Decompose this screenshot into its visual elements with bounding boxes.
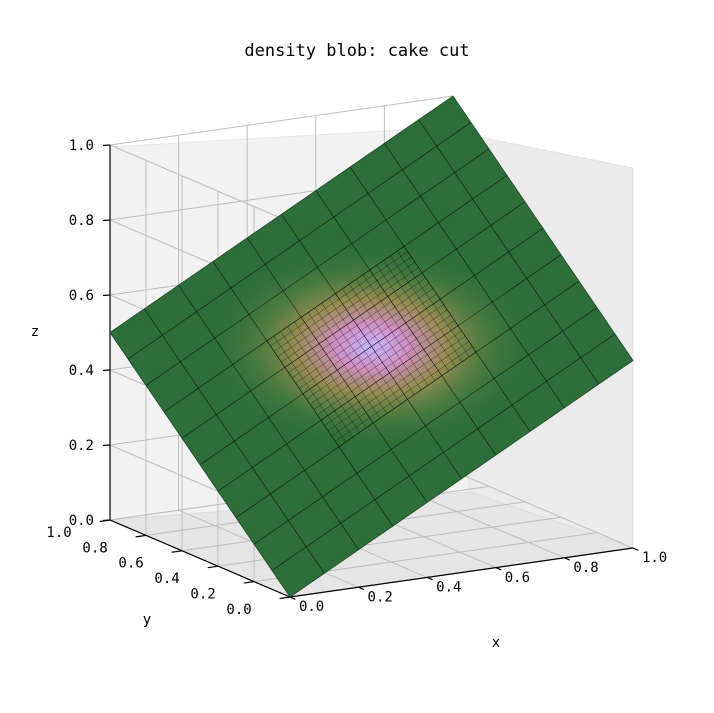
mesh-fine-u-18 <box>390 255 463 362</box>
mesh-fine-u-12 <box>349 284 422 391</box>
grid-line-left-h-5 <box>109 144 291 223</box>
z-tick-labels: 0.0 0.2 0.4 0.6 0.8 1.0 <box>69 138 94 529</box>
mesh-line-u-8 <box>384 143 565 408</box>
y-tick-label: 0.8 <box>82 540 107 556</box>
z-tick-label: 0.8 <box>69 213 94 229</box>
mesh-line-v-8 <box>145 148 490 386</box>
mesh-fine-u-20 <box>403 246 477 353</box>
mesh-line-u-9 <box>418 119 599 385</box>
y-tick-label: 0.2 <box>190 587 215 603</box>
x-tick-mark-3 <box>495 567 502 571</box>
chart-title: density blob: cake cut <box>244 41 469 61</box>
mesh-fine-u-17 <box>383 260 456 367</box>
y-tick-mark-3 <box>171 550 183 553</box>
x-tick-label: 0.8 <box>573 560 598 576</box>
y-axis-label: y <box>143 612 151 628</box>
z-tick-mark-1 <box>102 444 111 447</box>
y-tick-label: 0.0 <box>226 602 251 618</box>
mesh-fine-u-11 <box>342 288 415 395</box>
mesh-fine-v-17 <box>277 262 416 357</box>
y-tick-mark-5 <box>99 519 111 523</box>
surface-edge <box>109 95 634 598</box>
mesh-fine-v-15 <box>284 272 423 368</box>
mesh-fine-v-0 <box>338 351 477 447</box>
y-tick-mark-2 <box>207 565 219 569</box>
x-tick-labels: 0.0 0.2 0.4 0.6 0.8 1.0 <box>299 550 667 615</box>
y-tick-label: 0.6 <box>118 556 143 572</box>
z-tick-mark-2 <box>102 369 111 372</box>
surface-mesh <box>127 119 616 574</box>
z-tick-label: 0.2 <box>69 438 94 454</box>
z-tick-label: 1.0 <box>69 138 94 154</box>
z-tick-mark-4 <box>102 219 111 222</box>
mesh-fine-v-11 <box>299 293 437 389</box>
grid-line-floor-x-5 <box>452 470 634 549</box>
x-tick-mark-5 <box>632 547 639 551</box>
x-tick-label: 0.6 <box>505 570 530 586</box>
y-tick-labels: 0.0 0.2 0.4 0.6 0.8 1.0 <box>46 525 251 618</box>
z-tick-mark-5 <box>102 144 111 147</box>
mesh-fine-v-12 <box>295 288 434 384</box>
y-tick-mark-4 <box>135 534 147 538</box>
x-tick-label: 0.2 <box>368 589 393 605</box>
mesh-fine-u-13 <box>355 279 429 386</box>
z-tick-label: 0.6 <box>69 288 94 304</box>
x-axis-line <box>289 547 634 598</box>
y-axis-line <box>109 519 291 598</box>
surface-plot <box>109 95 634 598</box>
x-axis-label: x <box>492 635 500 651</box>
mesh-fine-v-19 <box>270 251 408 347</box>
mesh-fine-v-14 <box>288 277 426 373</box>
y-tick-mark-0 <box>279 596 291 600</box>
y-tick-mark-1 <box>243 581 255 584</box>
x-tick-mark-0 <box>289 596 296 600</box>
x-tick-label: 1.0 <box>642 550 667 566</box>
z-tick-label: 0.4 <box>69 363 94 379</box>
mesh-fine-v-18 <box>273 256 412 352</box>
x-tick-label: 0.4 <box>436 580 461 596</box>
x-tick-mark-1 <box>358 586 365 591</box>
mesh-fine-v-16 <box>281 267 419 363</box>
z-axis-label: z <box>31 324 39 340</box>
x-tick-mark-4 <box>564 557 571 561</box>
mesh-fine-v-13 <box>291 283 430 379</box>
mesh-fine-u-14 <box>362 274 436 381</box>
mesh-fine-u-16 <box>376 265 449 372</box>
z-tick-mark-3 <box>102 294 111 297</box>
mesh-fine-v-20 <box>266 246 405 342</box>
mesh-fine-u-15 <box>369 269 442 376</box>
x-tick-label: 0.0 <box>299 599 324 615</box>
mesh-fine-u-19 <box>397 250 470 357</box>
mesh-line-v-9 <box>127 122 472 360</box>
mesh-fine-v-10 <box>302 299 441 394</box>
z-tick-label: 0.0 <box>69 513 94 529</box>
y-tick-label: 0.4 <box>154 571 179 587</box>
x-tick-mark-2 <box>426 576 433 581</box>
y-tick-label: 1.0 <box>46 525 71 541</box>
grid-line-right-h-5 <box>109 95 454 146</box>
